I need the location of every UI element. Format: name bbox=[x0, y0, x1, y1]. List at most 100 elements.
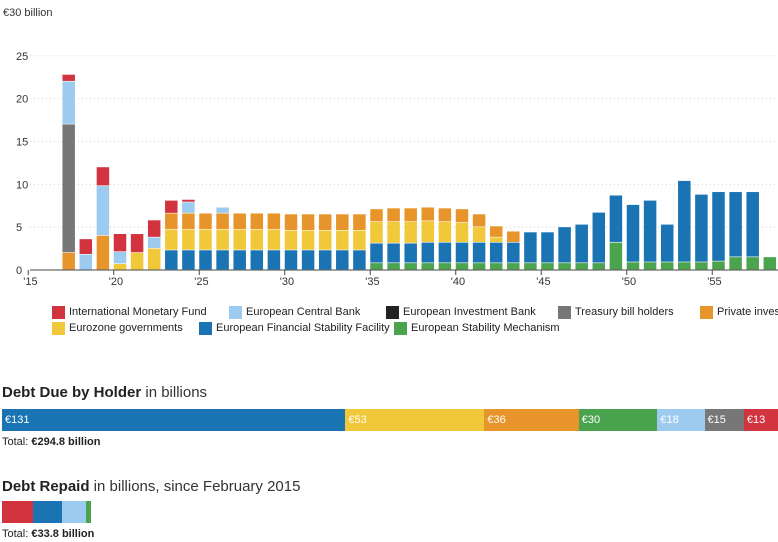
legend-label: European Central Bank bbox=[246, 306, 361, 318]
bar-segment-private bbox=[387, 208, 400, 222]
bar-segment-private bbox=[267, 213, 281, 230]
bar-segment-private bbox=[507, 231, 520, 242]
bar-segment-efsf bbox=[678, 180, 691, 262]
x-tick-label: '35 bbox=[365, 276, 379, 288]
bar-segment-eurozone bbox=[267, 229, 281, 250]
legend-item-imf: International Monetary Fund bbox=[52, 304, 229, 320]
bar-segment-eurozone bbox=[404, 222, 417, 243]
bar-segment-private bbox=[301, 214, 315, 230]
bar-segment-efsf bbox=[421, 242, 435, 263]
bar-segment-private bbox=[318, 214, 332, 230]
debt-maturity-chart: €30 billion 25 20 15 10 5 0 '15 '20 '25 '30 '35 '4… bbox=[3, 7, 778, 288]
bar-segment-esm bbox=[660, 262, 674, 270]
total-value: €294.8 billion bbox=[31, 436, 101, 448]
bar-segment-eurozone bbox=[387, 222, 400, 243]
bar-segment-ecb bbox=[96, 186, 110, 236]
legend-label: Private investors bbox=[717, 306, 778, 318]
holder-segment-private: €36 bbox=[484, 409, 579, 431]
legend-item-eurozone: Eurozone governments bbox=[52, 320, 199, 336]
legend-swatch-icon bbox=[229, 305, 242, 319]
legend-label: European Financial Stability Facility bbox=[216, 322, 390, 334]
debt-repaid-title-bold: Debt Repaid bbox=[2, 478, 90, 495]
bar-segment-eurozone bbox=[353, 230, 366, 250]
bar-segment-esm bbox=[387, 263, 400, 270]
bar-segment-efsf bbox=[404, 243, 417, 263]
bar-segment-private bbox=[455, 209, 469, 223]
total-value: €33.8 billion bbox=[31, 528, 95, 540]
bar-segment-esm bbox=[455, 263, 469, 270]
bar-segment-private bbox=[421, 207, 435, 221]
bar-segment-private bbox=[353, 214, 366, 230]
bar-segment-efsf bbox=[233, 250, 246, 270]
bar-segment-efsf bbox=[729, 192, 742, 257]
debt-repaid-title: Debt Repaid in billions, since February … bbox=[2, 478, 300, 495]
bar-segment-eurozone bbox=[472, 227, 486, 242]
repaid-segment-esm bbox=[85, 501, 91, 523]
bar-segment-efsf bbox=[182, 250, 195, 270]
bar-segment-efsf bbox=[746, 192, 759, 257]
bar-segment-tbill bbox=[62, 124, 75, 253]
bar-segment-private bbox=[96, 235, 110, 270]
legend-swatch-icon bbox=[52, 321, 65, 335]
bar-segment-esm bbox=[643, 262, 657, 270]
bar-segment-efsf bbox=[712, 192, 725, 261]
bar-segment-esm bbox=[763, 257, 777, 270]
bar-segment-efsf bbox=[660, 224, 674, 262]
bar-segment-esm bbox=[729, 257, 742, 270]
total-prefix: Total: bbox=[2, 436, 32, 448]
bar-segment-imf bbox=[182, 199, 195, 202]
bar-segment-eurozone bbox=[489, 237, 503, 242]
legend-label: Eurozone governments bbox=[69, 322, 183, 334]
bar-segment-efsf bbox=[267, 250, 281, 270]
bar-segment-eurozone bbox=[113, 264, 127, 270]
bar-segment-imf bbox=[96, 167, 110, 186]
bar-segment-efsf bbox=[216, 250, 229, 270]
legend-label: International Monetary Fund bbox=[69, 306, 207, 318]
y-tick-label: 10 bbox=[16, 179, 28, 191]
bar-segment-efsf bbox=[558, 227, 571, 263]
bar-segment-efsf bbox=[438, 242, 452, 263]
bar-segment-eurozone bbox=[165, 229, 178, 250]
bar-segment-esm bbox=[507, 263, 520, 270]
legend-swatch-icon bbox=[394, 321, 407, 335]
bar-segment-private bbox=[489, 226, 503, 237]
legend-label: European Investment Bank bbox=[403, 306, 536, 318]
bar-segment-private bbox=[336, 214, 349, 230]
legend-label: Treasury bill holders bbox=[575, 306, 674, 318]
bar-segment-esm bbox=[558, 263, 571, 270]
legend-swatch-icon bbox=[700, 305, 713, 319]
bar-segment-esm bbox=[592, 263, 606, 270]
bar-segment-efsf bbox=[250, 250, 264, 270]
bar-segment-esm bbox=[678, 262, 691, 270]
bar-segment-esm bbox=[541, 263, 554, 270]
bar-segment-ecb bbox=[79, 254, 93, 270]
bar-segment-efsf bbox=[541, 232, 554, 263]
bar-segment-esm bbox=[695, 262, 708, 270]
bar-segment-esm bbox=[438, 263, 452, 270]
legend-swatch-icon bbox=[558, 305, 571, 319]
bar-segment-esm bbox=[746, 257, 759, 270]
bar-segment-esm bbox=[472, 263, 486, 270]
bar-segment-imf bbox=[130, 234, 144, 253]
bar-segment-esm bbox=[575, 263, 588, 270]
bar-segment-private bbox=[284, 214, 298, 230]
legend-item-efsf: European Financial Stability Facility bbox=[199, 320, 394, 336]
bar-segment-efsf bbox=[695, 194, 708, 262]
bar-segment-eurozone bbox=[182, 229, 195, 250]
x-tick-label: '25 bbox=[194, 276, 208, 288]
bar-segment-esm bbox=[489, 263, 503, 270]
y-axis-unit-label: €30 billion bbox=[3, 7, 53, 19]
bar-segment-ecb bbox=[113, 252, 127, 264]
debt-by-holder-title: Debt Due by Holder in billions bbox=[2, 384, 207, 401]
bar-segment-ecb bbox=[147, 237, 161, 248]
bar-segment-efsf bbox=[318, 250, 332, 270]
y-tick-label: 0 bbox=[16, 265, 22, 277]
bar-segment-private bbox=[404, 208, 417, 222]
bar-segment-efsf bbox=[524, 232, 537, 263]
x-tick-label: '50 bbox=[622, 276, 636, 288]
bar-segment-eurozone bbox=[318, 230, 332, 250]
x-tick-label: '20 bbox=[109, 276, 123, 288]
bar-segment-ecb bbox=[62, 81, 75, 124]
debt-repaid-bar bbox=[2, 501, 91, 523]
debt-by-holder-bar: €131 €53 €36 €30 €18 €15 €13 bbox=[2, 409, 778, 431]
